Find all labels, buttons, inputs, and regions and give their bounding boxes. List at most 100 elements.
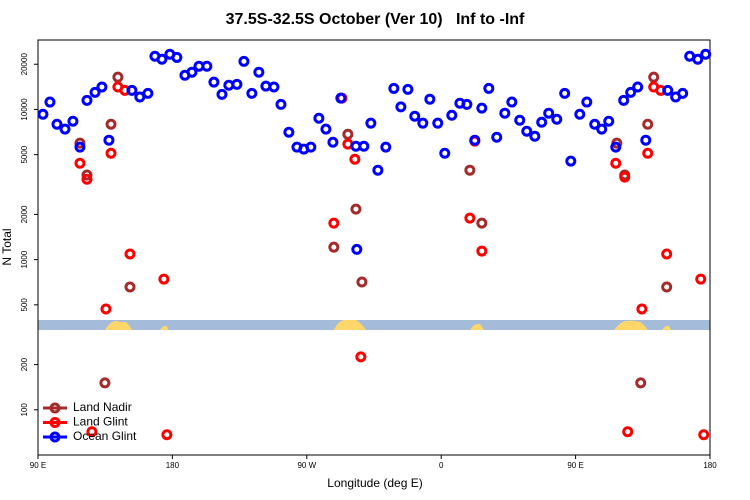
point (640, 134, 652, 146)
y-tick-label: 5000 (20, 145, 29, 163)
point (112, 71, 124, 83)
point (700, 48, 712, 60)
point (610, 157, 622, 169)
point (365, 117, 377, 129)
point (216, 88, 228, 100)
point (342, 128, 354, 140)
point (81, 94, 93, 106)
legend-label: Ocean Glint (73, 429, 137, 443)
point (124, 248, 136, 260)
land-strip (662, 325, 671, 330)
point (100, 303, 112, 315)
point (677, 87, 689, 99)
point (417, 117, 429, 129)
point (610, 141, 622, 153)
legend-label: Land Nadir (73, 400, 132, 414)
x-axis-label: Longitude (deg E) (327, 476, 422, 490)
y-tick-label: 20000 (20, 53, 29, 76)
x-tick-label: 180 (703, 461, 717, 470)
point (581, 96, 593, 108)
point (543, 107, 555, 119)
point (89, 86, 101, 98)
ocean-strip (38, 320, 710, 330)
x-tick-label: 90 W (297, 461, 316, 470)
point (432, 117, 444, 129)
point (44, 96, 56, 108)
point (476, 217, 488, 229)
point (283, 126, 295, 138)
point (74, 141, 86, 153)
point (402, 83, 414, 95)
point (358, 140, 370, 152)
point (349, 153, 361, 165)
land-strip (470, 323, 484, 330)
point (238, 55, 250, 67)
point (208, 76, 220, 88)
legend-marker (49, 402, 61, 414)
point (491, 131, 503, 143)
point (355, 351, 367, 363)
point (171, 51, 183, 63)
point (161, 429, 173, 441)
x-tick-label: 90 E (567, 461, 583, 470)
point (105, 147, 117, 159)
y-tick-label: 2000 (20, 205, 29, 223)
point (565, 155, 577, 167)
point (476, 102, 488, 114)
point (105, 118, 117, 130)
point (483, 82, 495, 94)
point (506, 96, 518, 108)
point (328, 241, 340, 253)
point (409, 110, 421, 122)
point (476, 245, 488, 257)
point (275, 98, 287, 110)
point (372, 164, 384, 176)
point (99, 377, 111, 389)
point (446, 109, 458, 121)
point (67, 115, 79, 127)
land-strip (160, 325, 168, 330)
point (51, 118, 63, 130)
legend-marker (49, 431, 61, 443)
plot-frame (37, 39, 711, 456)
point (74, 137, 86, 149)
point (618, 94, 630, 106)
point (499, 107, 511, 119)
point (96, 81, 108, 93)
point (642, 147, 654, 159)
point (521, 125, 533, 137)
point (661, 248, 673, 260)
point (635, 377, 647, 389)
legend-label: Land Glint (73, 415, 128, 429)
point (529, 130, 541, 142)
point (551, 113, 563, 125)
point (268, 81, 280, 93)
point (461, 98, 473, 110)
point (246, 87, 258, 99)
y-tick-label: 10000 (20, 98, 29, 121)
land-strip (614, 320, 648, 330)
point (574, 108, 586, 120)
point (439, 147, 451, 159)
point (559, 87, 571, 99)
point (158, 273, 170, 285)
land-strip (105, 321, 132, 330)
point (464, 164, 476, 176)
point (124, 281, 136, 293)
point (625, 86, 637, 98)
x-tick-label: 90 E (30, 461, 46, 470)
point (350, 203, 362, 215)
point (514, 114, 526, 126)
point (619, 171, 631, 183)
y-tick-label: 100 (20, 403, 29, 417)
point (622, 426, 634, 438)
chart-title: 37.5S-32.5S October (Ver 10) Inf to -Inf (226, 11, 525, 28)
point (81, 173, 93, 185)
point (320, 123, 332, 135)
point (126, 84, 138, 96)
y-tick-label: 200 (20, 357, 29, 371)
point (305, 141, 317, 153)
point (231, 78, 243, 90)
point (636, 303, 648, 315)
